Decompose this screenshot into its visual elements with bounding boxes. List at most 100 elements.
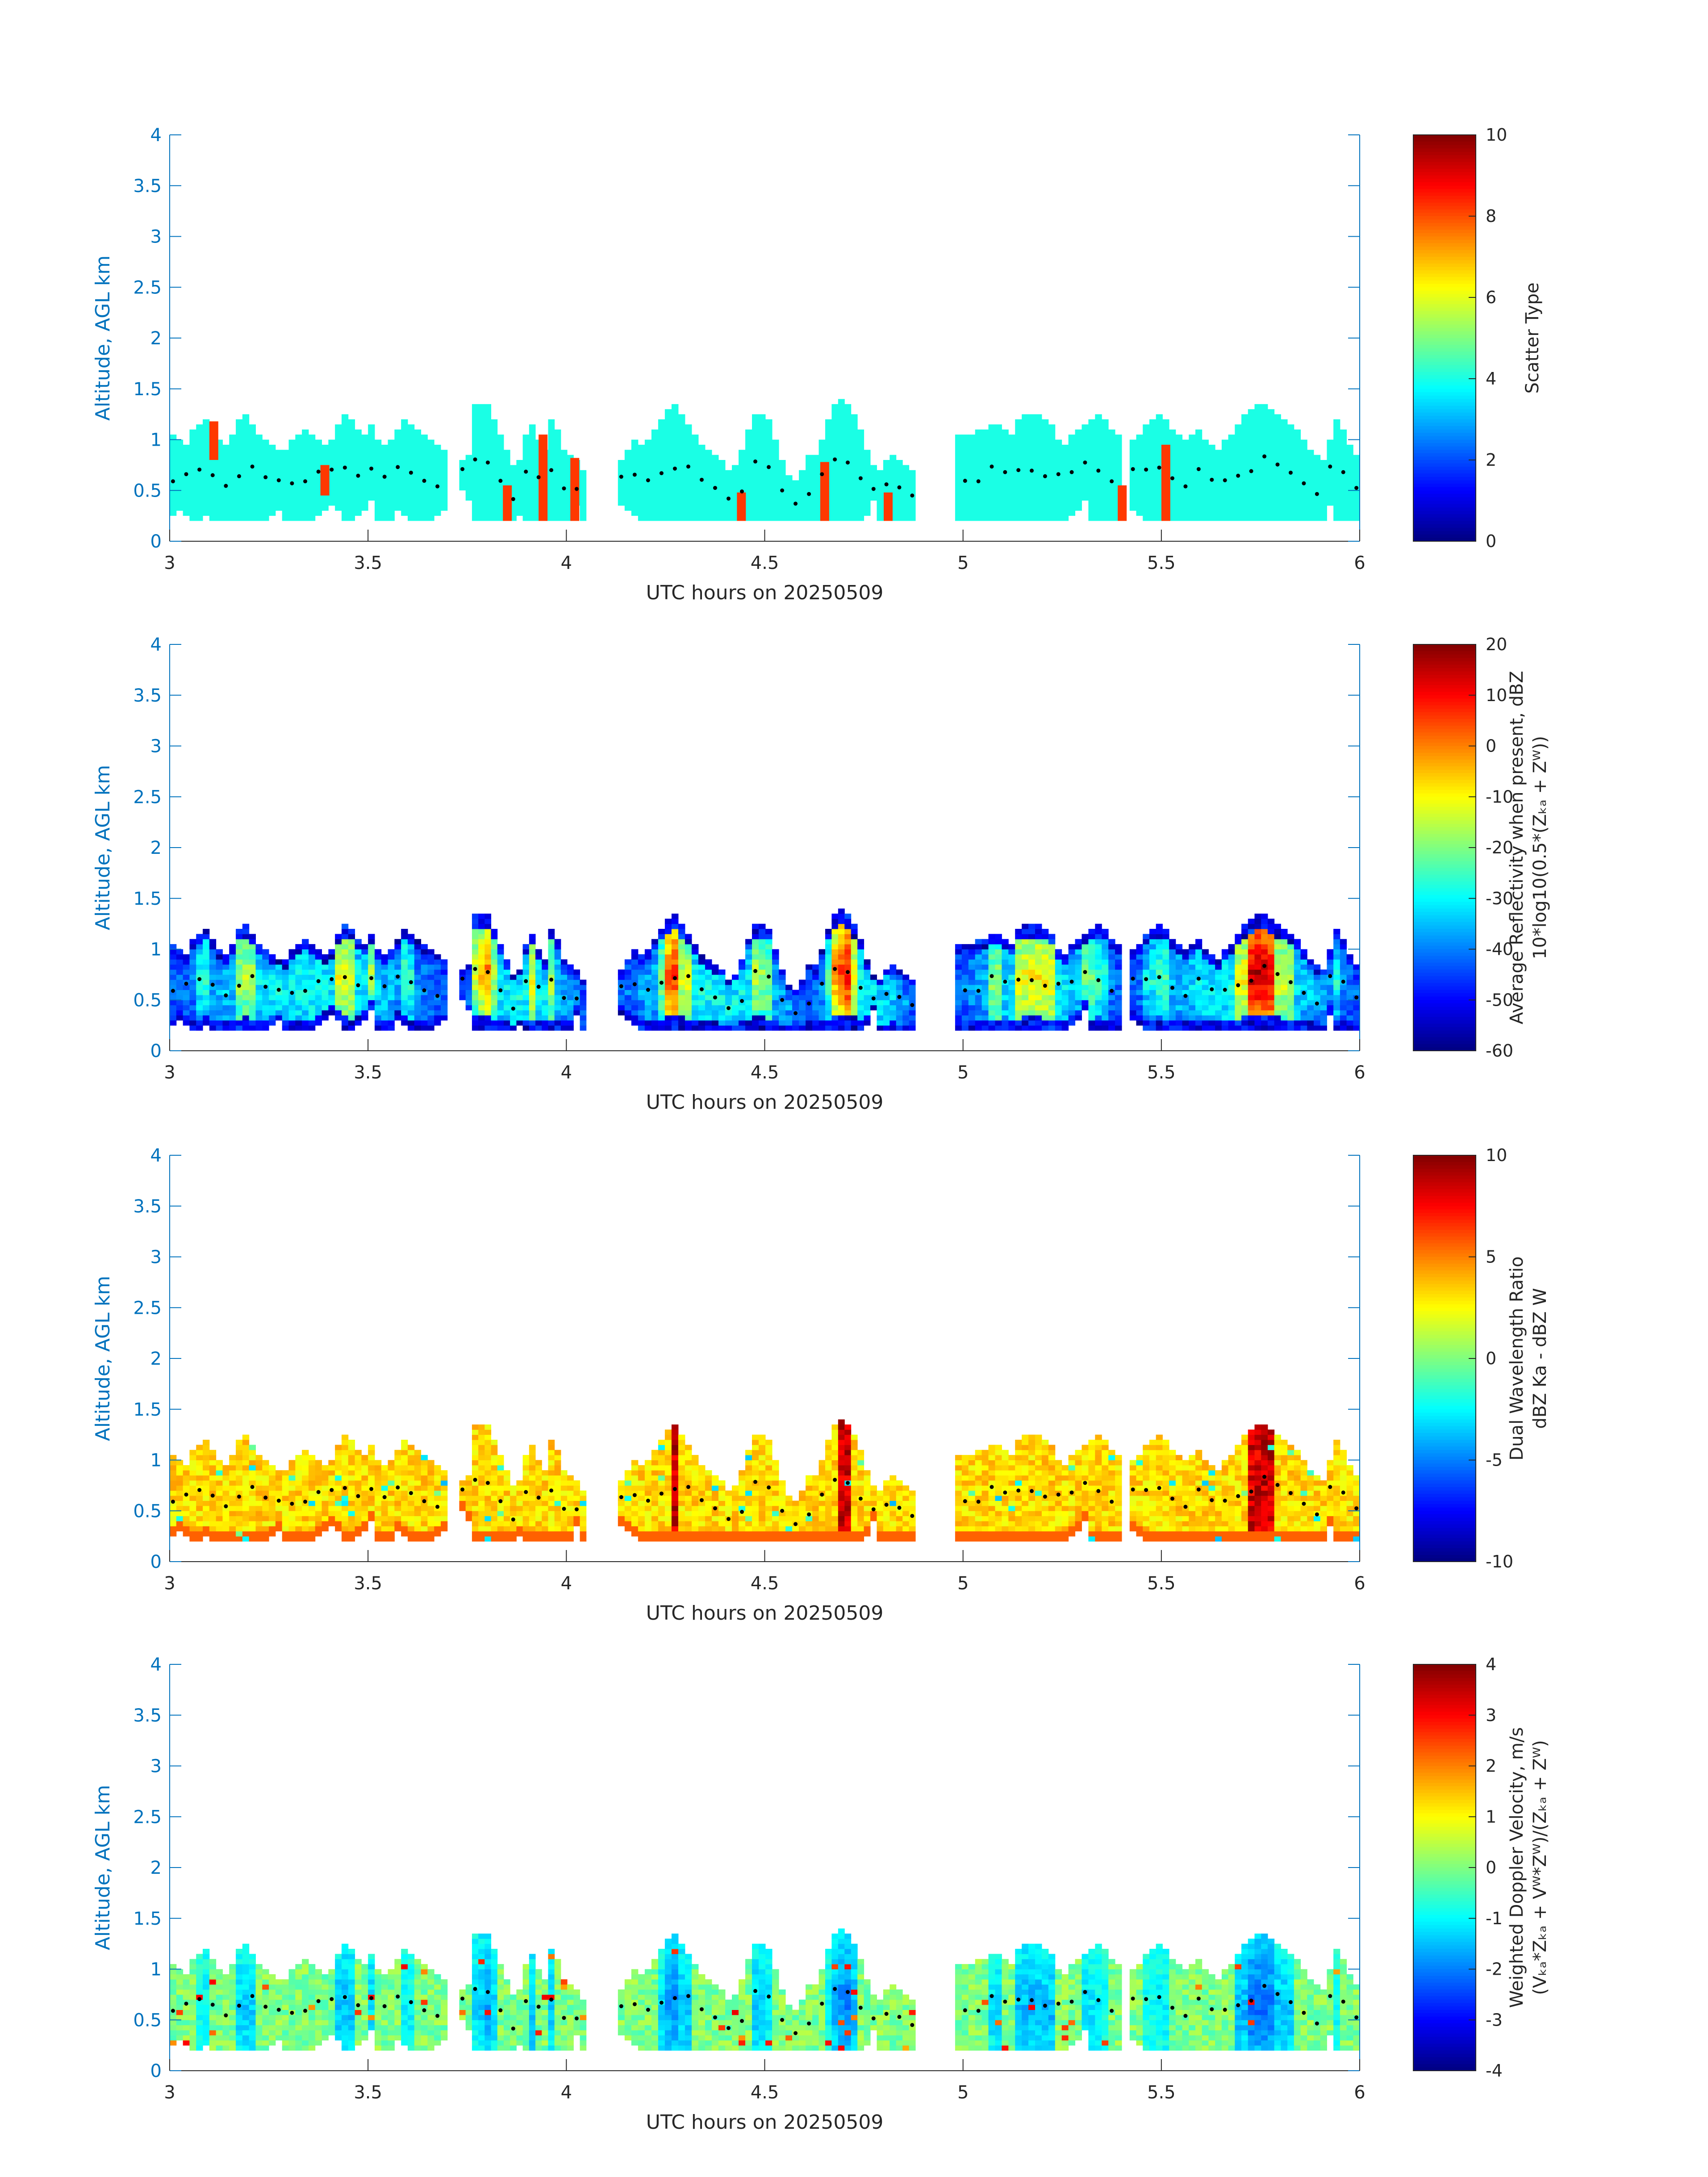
heatmap-cell (381, 969, 388, 975)
heatmap-cell (216, 949, 223, 955)
heatmap-cell (249, 1500, 256, 1506)
heatmap-cell (361, 1526, 368, 1532)
heatmap-cell (503, 1511, 510, 1517)
heatmap-cell (302, 1511, 309, 1517)
heatmap-cell (348, 929, 355, 934)
heatmap-cell (522, 974, 530, 980)
heatmap-cell (1115, 954, 1122, 960)
heatmap-cell (711, 1516, 719, 1521)
colorbar-swatch (1413, 196, 1476, 200)
heatmap-cell (1015, 934, 1022, 940)
heatmap-cell (262, 1000, 269, 1006)
heatmap-cell (819, 1460, 826, 1466)
y-tick-label: 1.5 (133, 889, 162, 909)
midpoint-dot (524, 469, 528, 474)
heatmap-cell (328, 1511, 335, 1517)
heatmap-cell (368, 1445, 375, 1450)
heatmap-cell (465, 979, 472, 985)
heatmap-cell (1102, 974, 1109, 980)
heatmap-cell (269, 1475, 276, 1481)
heatmap-cell (388, 979, 395, 985)
heatmap-cell (1162, 969, 1169, 975)
heatmap-cell (1156, 934, 1163, 940)
heatmap-cell (322, 985, 329, 990)
heatmap-cell (759, 1505, 766, 1511)
colorbar-swatch (1413, 976, 1476, 980)
heatmap-cell (889, 969, 897, 975)
heatmap-cell (282, 985, 289, 990)
heatmap-cell (1215, 1010, 1222, 1015)
heatmap-cell (196, 1496, 203, 1501)
heatmap-cell (1333, 954, 1341, 960)
heatmap-cell (857, 959, 864, 965)
heatmap-cell (752, 1500, 759, 1506)
heatmap-cell (341, 959, 349, 965)
heatmap-cell (1235, 969, 1242, 975)
heatmap-cell (1281, 990, 1288, 995)
heatmap-cell (414, 990, 422, 995)
heatmap-cell (275, 1505, 283, 1511)
heatmap-cell (408, 949, 415, 955)
heatmap-cell (388, 1516, 395, 1521)
colorbar-swatch (1413, 402, 1476, 406)
heatmap-cell (711, 1000, 719, 1006)
heatmap-cell (671, 949, 679, 955)
heatmap-cell (388, 1531, 395, 1537)
heatmap-cell (838, 913, 845, 919)
colorbar-swatch (1413, 368, 1476, 372)
heatmap-cell (222, 1015, 230, 1021)
heatmap-cell (1287, 964, 1295, 970)
heatmap-cell (282, 974, 289, 980)
colorbar-swatch (1413, 192, 1476, 196)
heatmap-cell (295, 979, 302, 985)
heatmap-cell (361, 1465, 368, 1471)
colorbar-swatch (1413, 922, 1476, 926)
colorbar-swatch (1413, 467, 1476, 471)
heatmap-cell (275, 994, 283, 1000)
heatmap-cell (1300, 974, 1307, 980)
heatmap-cell (975, 1000, 982, 1006)
heatmap-cell (718, 1490, 726, 1496)
heatmap-cell (785, 994, 793, 1000)
heatmap-cell (731, 1000, 739, 1006)
heatmap-cell (209, 1500, 217, 1506)
heatmap-cell (1327, 954, 1334, 960)
heatmap-cell (825, 1025, 832, 1031)
heatmap-cell (1136, 944, 1143, 949)
heatmap-cell (624, 1500, 632, 1506)
heatmap-cell (838, 1536, 845, 1542)
scatter-cell (236, 419, 243, 521)
heatmap-cell (1175, 1000, 1183, 1006)
heatmap-cell (374, 1521, 382, 1526)
colorbar-swatch (1413, 263, 1476, 267)
heatmap-cell (209, 1005, 217, 1011)
heatmap-cell (1281, 1015, 1288, 1021)
heatmap-cell (1028, 929, 1036, 934)
heatmap-cell (529, 1475, 536, 1481)
heatmap-cell (638, 1015, 645, 1021)
heatmap-cell (503, 1025, 510, 1031)
colorbar-tick-label: -60 (1486, 1041, 1513, 1061)
heatmap-cell (414, 1516, 422, 1521)
heatmap-cell (698, 1531, 706, 1537)
heatmap-cell (335, 1511, 342, 1517)
heatmap-cell (355, 985, 362, 990)
heatmap-cell (870, 974, 877, 980)
x-tick-label: 3.5 (354, 553, 382, 573)
heatmap-cell (624, 1010, 632, 1015)
heatmap-cell (618, 1521, 625, 1526)
heatmap-cell (183, 1470, 190, 1476)
heatmap-cell (812, 1000, 819, 1006)
heatmap-cell (209, 1465, 217, 1471)
heatmap-cell (229, 1475, 236, 1481)
midpoint-dot (897, 994, 902, 999)
heatmap-cell (535, 1526, 542, 1532)
heatmap-cell (968, 1015, 976, 1021)
heatmap-cell (651, 1505, 659, 1511)
heatmap-cell (421, 1000, 428, 1006)
colorbar-swatch (1413, 439, 1476, 444)
heatmap-cell (1162, 1025, 1169, 1031)
heatmap-cell (896, 979, 903, 985)
heatmap-cell (1235, 1005, 1242, 1011)
heatmap-cell (955, 1020, 962, 1026)
